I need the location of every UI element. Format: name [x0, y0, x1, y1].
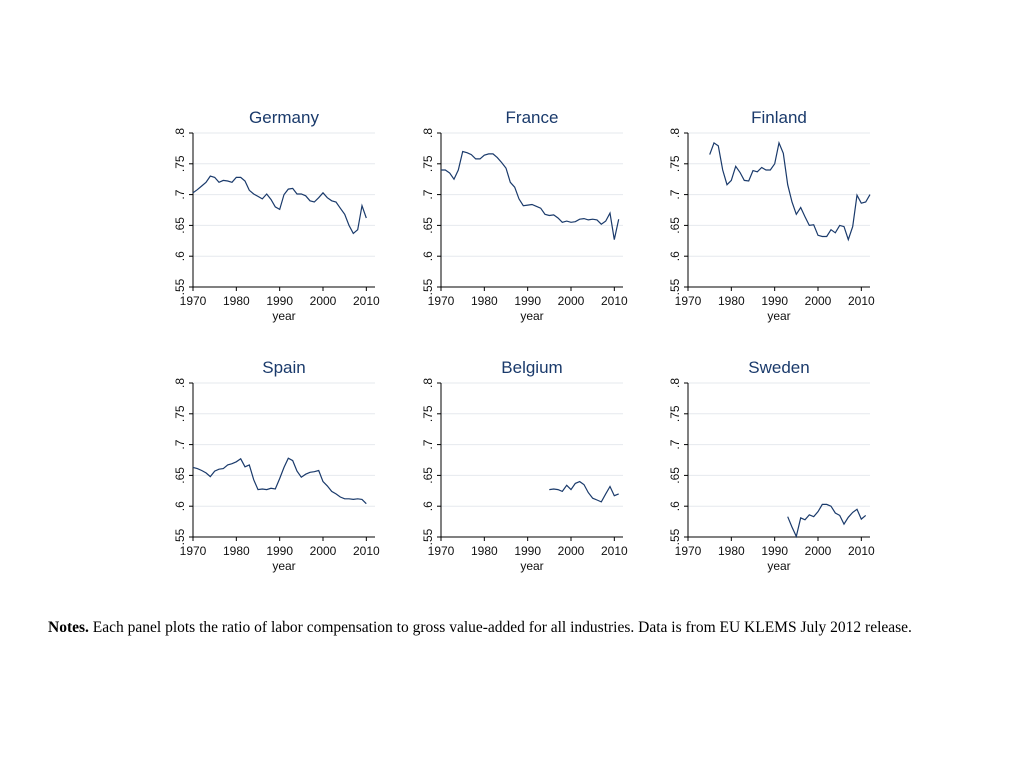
- series-line-germany: [192, 175, 367, 235]
- x-tick-label: 2000: [310, 294, 337, 308]
- y-tick-label: .8: [173, 378, 187, 388]
- y-tick-label: .75: [668, 405, 682, 422]
- y-tick-label: .75: [668, 155, 682, 172]
- y-tick-label: .55: [421, 278, 435, 295]
- y-tick-label: .7: [668, 439, 682, 449]
- x-tick-label: 1990: [266, 544, 293, 558]
- panel-belgium: Belgium .55 .6 .65 .7 .75 .8 1970 1980 1990 2000 20…: [421, 358, 628, 573]
- y-tick-label: .6: [173, 501, 187, 511]
- x-tick-label: 1990: [761, 294, 788, 308]
- x-tick-label: 2010: [848, 544, 875, 558]
- x-axis-label: year: [272, 559, 295, 573]
- x-tick-label: 1980: [471, 544, 498, 558]
- notes-label: Notes.: [48, 619, 89, 636]
- panel-spain: Spain .55 .6 .65 .7 .75 .8 1970 1980 1990 2000 2010…: [173, 358, 380, 573]
- panel-title-spain: Spain: [262, 358, 305, 377]
- y-tick-label: .6: [668, 501, 682, 511]
- y-tick-label: .55: [173, 528, 187, 545]
- x-tick-label: 2010: [353, 544, 380, 558]
- panel-finland: Finland .55 .6 .65 .7 .75 .8 1970 1980 1990 2000 20…: [668, 108, 875, 323]
- y-tick-label: .6: [421, 501, 435, 511]
- y-tick-label: .75: [421, 405, 435, 422]
- y-tick-label: .6: [421, 251, 435, 261]
- y-tick-label: .65: [173, 467, 187, 484]
- x-tick-label: 2010: [848, 294, 875, 308]
- series-line-france: [441, 150, 620, 240]
- y-tick-label: .6: [668, 251, 682, 261]
- y-tick-label: .65: [668, 467, 682, 484]
- y-tick-label: .8: [173, 128, 187, 138]
- panel-sweden: Sweden .55 .6 .65 .7 .75 .8 1970 1980 1990 2000 201…: [668, 358, 875, 573]
- x-tick-label: 2010: [353, 294, 380, 308]
- y-tick-label: .7: [173, 439, 187, 449]
- panel-germany: Germany .55 .6 .65 .7 .75 .8 1970 1980 1990 2000 20…: [173, 108, 380, 323]
- x-tick-label: 1970: [675, 294, 702, 308]
- y-tick-label: .7: [421, 189, 435, 199]
- y-tick-label: .65: [173, 217, 187, 234]
- x-tick-label: 2000: [805, 544, 832, 558]
- x-tick-label: 1980: [718, 544, 745, 558]
- x-axis-label: year: [520, 309, 543, 323]
- y-tick-label: .6: [173, 251, 187, 261]
- y-tick-label: .8: [421, 378, 435, 388]
- x-tick-label: 1990: [514, 294, 541, 308]
- x-tick-label: 2000: [558, 544, 585, 558]
- series-line-spain: [192, 457, 367, 505]
- x-axis-label: year: [520, 559, 543, 573]
- x-tick-label: 1970: [180, 294, 207, 308]
- series-line-sweden: [787, 503, 867, 539]
- x-tick-label: 1980: [718, 294, 745, 308]
- y-tick-label: .8: [421, 128, 435, 138]
- y-tick-label: .65: [421, 217, 435, 234]
- x-tick-label: 1990: [266, 294, 293, 308]
- x-tick-label: 2000: [310, 544, 337, 558]
- x-tick-label: 1980: [471, 294, 498, 308]
- notes-text: Each panel plots the ratio of labor comp…: [92, 619, 912, 636]
- series-line-finland: [709, 140, 871, 242]
- y-tick-label: .8: [668, 378, 682, 388]
- x-tick-label: 1980: [223, 544, 250, 558]
- x-axis-label: year: [767, 309, 790, 323]
- y-tick-label: .55: [173, 278, 187, 295]
- y-tick-label: .55: [421, 528, 435, 545]
- x-tick-label: 2000: [558, 294, 585, 308]
- y-tick-label: .75: [173, 155, 187, 172]
- x-tick-label: 2010: [601, 544, 628, 558]
- y-tick-label: .65: [668, 217, 682, 234]
- x-tick-label: 2000: [805, 294, 832, 308]
- y-tick-label: .75: [173, 405, 187, 422]
- y-tick-label: .7: [421, 439, 435, 449]
- panel-title-finland: Finland: [751, 108, 807, 127]
- y-tick-label: .55: [668, 278, 682, 295]
- x-tick-label: 1970: [428, 544, 455, 558]
- x-tick-label: 1970: [428, 294, 455, 308]
- x-axis-label: year: [767, 559, 790, 573]
- x-axis-label: year: [272, 309, 295, 323]
- x-tick-label: 1990: [514, 544, 541, 558]
- y-tick-label: .8: [668, 128, 682, 138]
- series-line-belgium: [549, 480, 619, 503]
- x-tick-label: 2010: [601, 294, 628, 308]
- panel-title-sweden: Sweden: [748, 358, 809, 377]
- x-tick-label: 1990: [761, 544, 788, 558]
- y-tick-label: .65: [421, 467, 435, 484]
- figure-notes: Notes. Each panel plots the ratio of lab…: [48, 617, 980, 639]
- y-tick-label: .7: [668, 189, 682, 199]
- panel-title-belgium: Belgium: [501, 358, 562, 377]
- panel-title-france: France: [506, 108, 559, 127]
- y-tick-label: .7: [173, 189, 187, 199]
- x-tick-label: 1980: [223, 294, 250, 308]
- x-tick-label: 1970: [180, 544, 207, 558]
- x-tick-label: 1970: [675, 544, 702, 558]
- panel-title-germany: Germany: [249, 108, 319, 127]
- y-tick-label: .55: [668, 528, 682, 545]
- y-tick-label: .75: [421, 155, 435, 172]
- panel-france: France .55 .6 .65 .7 .75 .8 1970 1980 1990 2000 201…: [421, 108, 628, 323]
